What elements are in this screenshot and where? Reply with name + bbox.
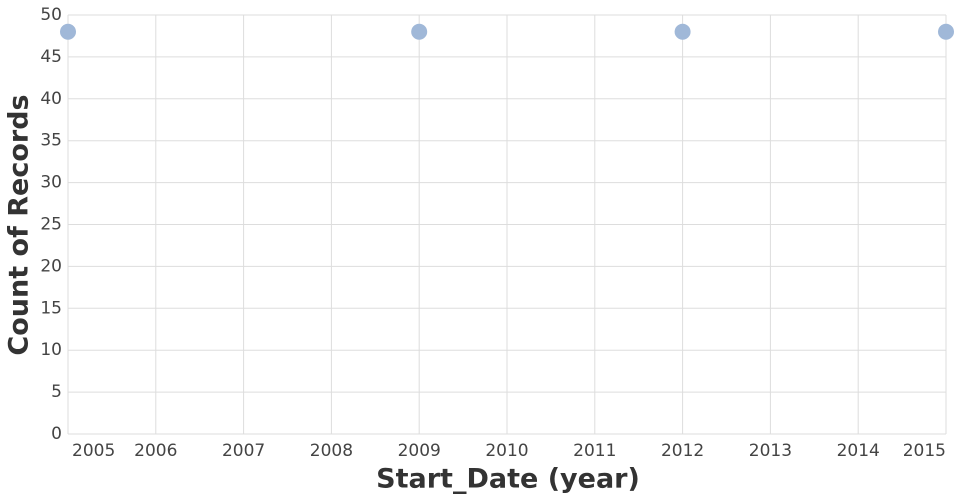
x-axis-title: Start_Date (year) [376,464,640,495]
y-tick-label: 0 [51,424,62,444]
point [60,23,76,40]
x-tick-label: 2010 [485,441,528,461]
x-tick-label: 2011 [573,441,616,461]
y-tick-label: 30 [40,173,62,193]
x-tick-label: 2013 [749,441,792,461]
point [938,23,954,40]
y-tick-label: 45 [40,47,62,67]
point [674,23,691,40]
x-tick-label: 2012 [661,441,704,461]
point [411,23,428,40]
y-tick-label: 20 [40,256,62,276]
x-tick-label: 2014 [837,441,880,461]
y-tick-label: 50 [40,5,62,25]
x-tick-label: 2006 [134,441,177,461]
y-tick-label: 40 [40,89,62,109]
x-tick-label: 2009 [398,441,441,461]
x-tick-label: 2007 [222,441,265,461]
y-tick-label: 35 [40,131,62,151]
y-tick-label: 25 [40,215,62,235]
y-tick-label: 5 [51,382,62,402]
y-tick-label: 15 [40,298,62,318]
y-tick-label: 10 [40,340,62,360]
y-axis-title: Count of Records [4,94,35,355]
x-tick-label: 2015 [903,441,946,461]
x-tick-label: 2008 [310,441,353,461]
x-tick-label: 2005 [72,441,115,461]
